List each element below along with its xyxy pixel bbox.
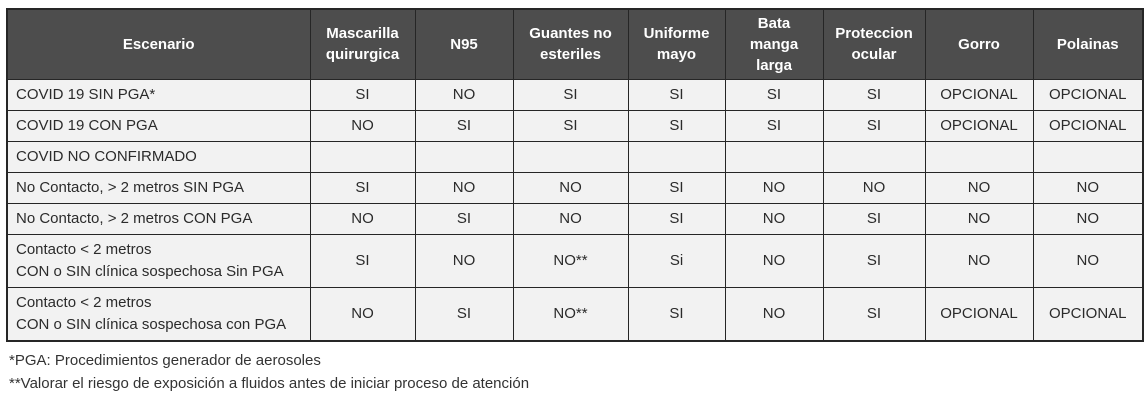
value-cell: NO (309, 109, 416, 142)
value-cell: NO (724, 233, 824, 288)
value-cell: NO (724, 202, 824, 235)
value-cell: SI (822, 202, 926, 235)
value-cell (822, 140, 926, 173)
value-cell: NO (924, 171, 1034, 204)
value-cell (924, 140, 1034, 173)
table-row: No Contacto, > 2 metros CON PGA NO SI NO SI N… (6, 202, 1144, 235)
value-cell: NO (924, 202, 1034, 235)
value-cell: NO (309, 286, 416, 341)
column-header-1: Mascarilla quirurgica (309, 8, 416, 80)
value-cell: NO (414, 78, 514, 111)
value-cell: SI (724, 78, 824, 111)
column-header-4: Uniforme mayo (627, 8, 726, 80)
value-cell: NO (512, 202, 629, 235)
value-cell: OPCIONAL (1032, 78, 1144, 111)
value-cell: SI (414, 202, 514, 235)
column-header-2: N95 (414, 8, 514, 80)
value-cell: SI (822, 78, 926, 111)
value-cell: NO** (512, 233, 629, 288)
table-row: COVID 19 SIN PGA* SI NO SI SI SI SI OPCIONAL OPC… (6, 78, 1144, 111)
table-row: Contacto < 2 metros CON o SIN clínica so… (6, 286, 1144, 341)
value-cell: NO (1032, 233, 1144, 288)
column-header-0: Escenario (6, 8, 311, 80)
escenario-cell: COVID 19 SIN PGA* (6, 78, 311, 111)
value-cell (414, 140, 514, 173)
value-cell: SI (309, 233, 416, 288)
value-cell: SI (309, 171, 416, 204)
column-header-5: Bata manga larga (724, 8, 824, 80)
value-cell: Si (627, 233, 726, 288)
value-cell: SI (414, 286, 514, 341)
value-cell (1032, 140, 1144, 173)
table-row: COVID 19 CON PGA NO SI SI SI SI SI OPCIONAL OPCI… (6, 109, 1144, 142)
escenario-cell: Contacto < 2 metros CON o SIN clínica so… (6, 286, 311, 341)
value-cell: SI (512, 78, 629, 111)
value-cell: NO (724, 286, 824, 341)
table-row: Contacto < 2 metros CON o SIN clínica so… (6, 233, 1144, 288)
table-row: COVID NO CONFIRMADO (6, 140, 1144, 173)
value-cell: NO (1032, 202, 1144, 235)
value-cell (309, 140, 416, 173)
value-cell: SI (627, 202, 726, 235)
column-header-7: Gorro (924, 8, 1034, 80)
value-cell: SI (627, 286, 726, 341)
value-cell: NO (414, 233, 514, 288)
value-cell: SI (724, 109, 824, 142)
value-cell (724, 140, 824, 173)
value-cell: NO (414, 171, 514, 204)
value-cell: NO (924, 233, 1034, 288)
value-cell: OPCIONAL (1032, 109, 1144, 142)
escenario-cell: COVID NO CONFIRMADO (6, 140, 311, 173)
table-row: No Contacto, > 2 metros SIN PGA SI NO NO SI N… (6, 171, 1144, 204)
value-cell (512, 140, 629, 173)
value-cell: NO (512, 171, 629, 204)
value-cell: OPCIONAL (924, 78, 1034, 111)
value-cell: NO** (512, 286, 629, 341)
escenario-cell: No Contacto, > 2 metros SIN PGA (6, 171, 311, 204)
escenario-cell: No Contacto, > 2 metros CON PGA (6, 202, 311, 235)
value-cell: NO (309, 202, 416, 235)
value-cell (627, 140, 726, 173)
value-cell: NO (822, 171, 926, 204)
column-header-3: Guantes no esteriles (512, 8, 629, 80)
escenario-cell: COVID 19 CON PGA (6, 109, 311, 142)
value-cell: SI (627, 171, 726, 204)
column-header-8: Polainas (1032, 8, 1144, 80)
value-cell: SI (414, 109, 514, 142)
column-header-6: Proteccion ocular (822, 8, 926, 80)
table-header-row: Escenario Mascarilla quirurgica N95 Guantes… (6, 8, 1144, 80)
value-cell: SI (512, 109, 629, 142)
escenario-cell: Contacto < 2 metros CON o SIN clínica so… (6, 233, 311, 288)
value-cell: SI (627, 109, 726, 142)
page: Escenario Mascarilla quirurgica N95 Guantes… (6, 8, 1144, 395)
footnote-valorar: **Valorar el riesgo de exposición a flui… (9, 374, 530, 392)
value-cell: NO (724, 171, 824, 204)
value-cell: OPCIONAL (924, 109, 1034, 142)
value-cell: SI (822, 233, 926, 288)
epp-scenario-table: Escenario Mascarilla quirurgica N95 Guantes… (6, 8, 1144, 342)
value-cell: NO (1032, 171, 1144, 204)
value-cell: OPCIONAL (924, 286, 1034, 341)
value-cell: SI (309, 78, 416, 111)
footnote-pga: *PGA: Procedimientos generador de aeroso… (9, 351, 321, 369)
value-cell: SI (627, 78, 726, 111)
value-cell: OPCIONAL (1032, 286, 1144, 341)
value-cell: SI (822, 286, 926, 341)
footnotes: *PGA: Procedimientos generador de aeroso… (9, 349, 1142, 395)
value-cell: SI (822, 109, 926, 142)
